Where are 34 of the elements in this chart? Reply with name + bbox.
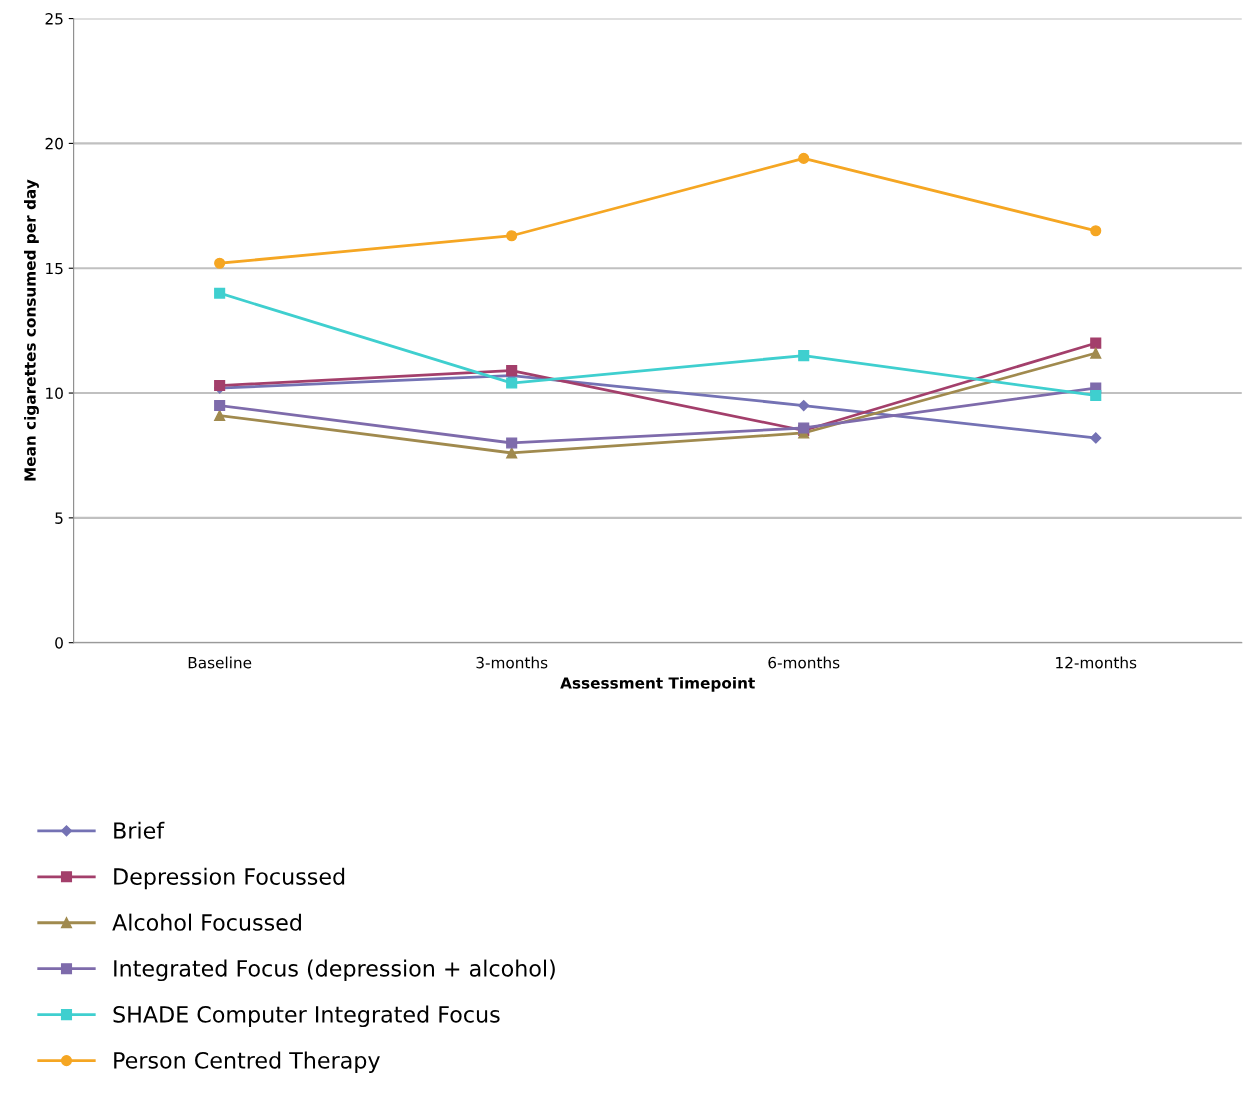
point: [1090, 347, 1102, 359]
point: [506, 365, 518, 377]
legend-label: Depression Focussed: [114, 867, 345, 890]
legend-label: Alcohol Focussed: [112, 913, 301, 931]
point: [214, 287, 226, 299]
y-tick-label: 0: [55, 637, 63, 649]
point: [214, 257, 226, 269]
legend-label: SHADE Computer Integrated Focus: [113, 1005, 500, 1028]
x-tick-label: Baseline: [188, 656, 252, 669]
y-tick-label: 15: [46, 262, 63, 275]
y-axis-title: Mean cigarettes consumed per day: [24, 179, 39, 481]
point: [1090, 337, 1102, 349]
x-tick-label: 12-months: [1056, 656, 1137, 669]
y-tick-label: 25: [45, 13, 63, 25]
y-tick-label: 20: [45, 137, 63, 150]
point: [798, 399, 810, 412]
point: [506, 437, 518, 449]
point: [506, 230, 518, 242]
point: [506, 447, 518, 459]
y-tick-label: 10: [46, 387, 63, 400]
x-axis-title: Assessment Timepoint: [560, 676, 755, 692]
point: [798, 152, 810, 164]
point: [1090, 432, 1102, 444]
x-tick-label: 3-months: [476, 656, 548, 669]
legend-label: Person Centred Therapy: [114, 1051, 380, 1073]
point: [506, 377, 518, 389]
x-tick-label: 6-months: [768, 656, 840, 669]
legend-label: Brief: [114, 821, 165, 839]
point: [1090, 389, 1102, 402]
y-tick-label: 5: [55, 512, 63, 524]
point: [798, 350, 810, 362]
point: [1090, 225, 1102, 237]
legend-label: Integrated Focus (depression + alcohol): [114, 959, 555, 982]
point: [214, 399, 226, 412]
